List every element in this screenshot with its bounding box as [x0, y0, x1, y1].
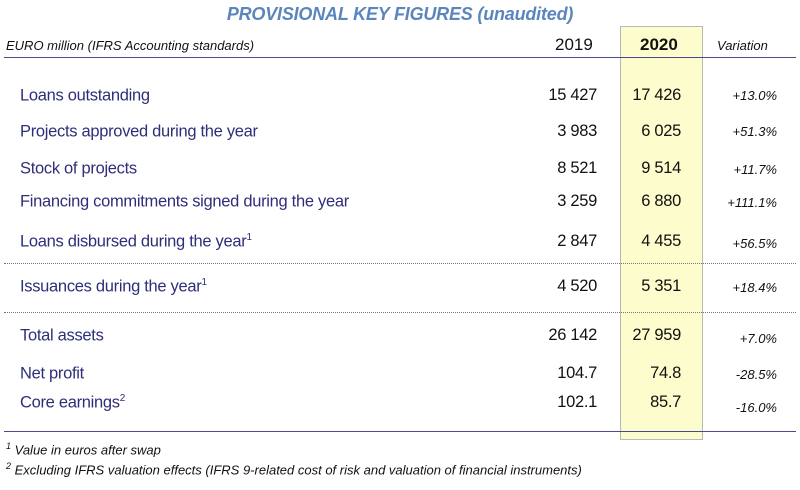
variation-value: +18.4% [732, 280, 777, 295]
value-2019: 3 983 [557, 122, 597, 140]
table-row: Stock of projects 8 521 9 514 +11.7% [0, 159, 800, 183]
row-label: Loans outstanding [20, 86, 150, 105]
value-2019: 2 847 [557, 232, 597, 250]
value-2019: 4 520 [557, 277, 597, 295]
highlight-column-2020 [620, 26, 703, 440]
variation-value: -16.0% [735, 400, 777, 415]
variation-value: +111.1% [727, 195, 777, 210]
row-label: Core earnings2 [20, 393, 126, 412]
value-2019: 104.7 [557, 364, 597, 382]
table-row: Loans disbursed during the year1 2 847 4… [0, 232, 800, 256]
value-2019: 3 259 [557, 192, 597, 210]
table-row: Financing commitments signed during the … [0, 192, 800, 216]
variation-value: +7.0% [739, 331, 777, 346]
column-header-variation: Variation [717, 38, 768, 53]
row-divider [4, 263, 796, 264]
row-label: Projects approved during the year [20, 122, 258, 141]
value-2020: 85.7 [650, 393, 681, 411]
value-2020: 9 514 [641, 159, 681, 177]
header-divider [4, 57, 796, 58]
footnote-2: 2 Excluding IFRS valuation effects (IFRS… [6, 461, 582, 478]
variation-value: +56.5% [732, 236, 777, 251]
table-row: Total assets 26 142 27 959 +7.0% [0, 326, 800, 350]
table-row: Issuances during the year1 4 520 5 351 +… [0, 277, 800, 301]
page-title: PROVISIONAL KEY FIGURES (unaudited) [226, 4, 574, 24]
row-label: Issuances during the year1 [20, 277, 207, 296]
row-label: Total assets [20, 326, 104, 345]
variation-value: +13.0% [732, 88, 777, 103]
variation-value: -28.5% [735, 367, 777, 382]
row-label: Loans disbursed during the year1 [20, 232, 252, 251]
row-divider [4, 312, 796, 313]
value-2020: 5 351 [641, 277, 681, 295]
value-2020: 27 959 [632, 326, 681, 344]
column-header-2019: 2019 [555, 35, 593, 54]
table-row: Projects approved during the year 3 983 … [0, 122, 800, 146]
row-label: Financing commitments signed during the … [20, 192, 349, 211]
value-2020: 4 455 [641, 232, 681, 250]
value-2019: 102.1 [557, 393, 597, 411]
variation-value: +51.3% [732, 124, 777, 139]
value-2020: 74.8 [650, 364, 681, 382]
footnote-1: 1 Value in euros after swap [6, 441, 161, 458]
table-row: Loans outstanding 15 427 17 426 +13.0% [0, 86, 800, 110]
unit-label: EURO million (IFRS Accounting standards) [6, 38, 255, 53]
table-row: Core earnings2 102.1 85.7 -16.0% [0, 393, 800, 417]
value-2019: 26 142 [548, 326, 597, 344]
value-2020: 6 025 [641, 122, 681, 140]
value-2019: 15 427 [548, 86, 597, 104]
row-label: Stock of projects [20, 159, 137, 178]
value-2020: 6 880 [641, 192, 681, 210]
table-bottom-divider [4, 431, 796, 432]
value-2019: 8 521 [557, 159, 597, 177]
column-header-2020: 2020 [640, 35, 678, 54]
variation-value: +11.7% [733, 162, 778, 177]
value-2020: 17 426 [632, 86, 681, 104]
row-label: Net profit [20, 364, 84, 383]
table-row: Net profit 104.7 74.8 -28.5% [0, 364, 800, 388]
